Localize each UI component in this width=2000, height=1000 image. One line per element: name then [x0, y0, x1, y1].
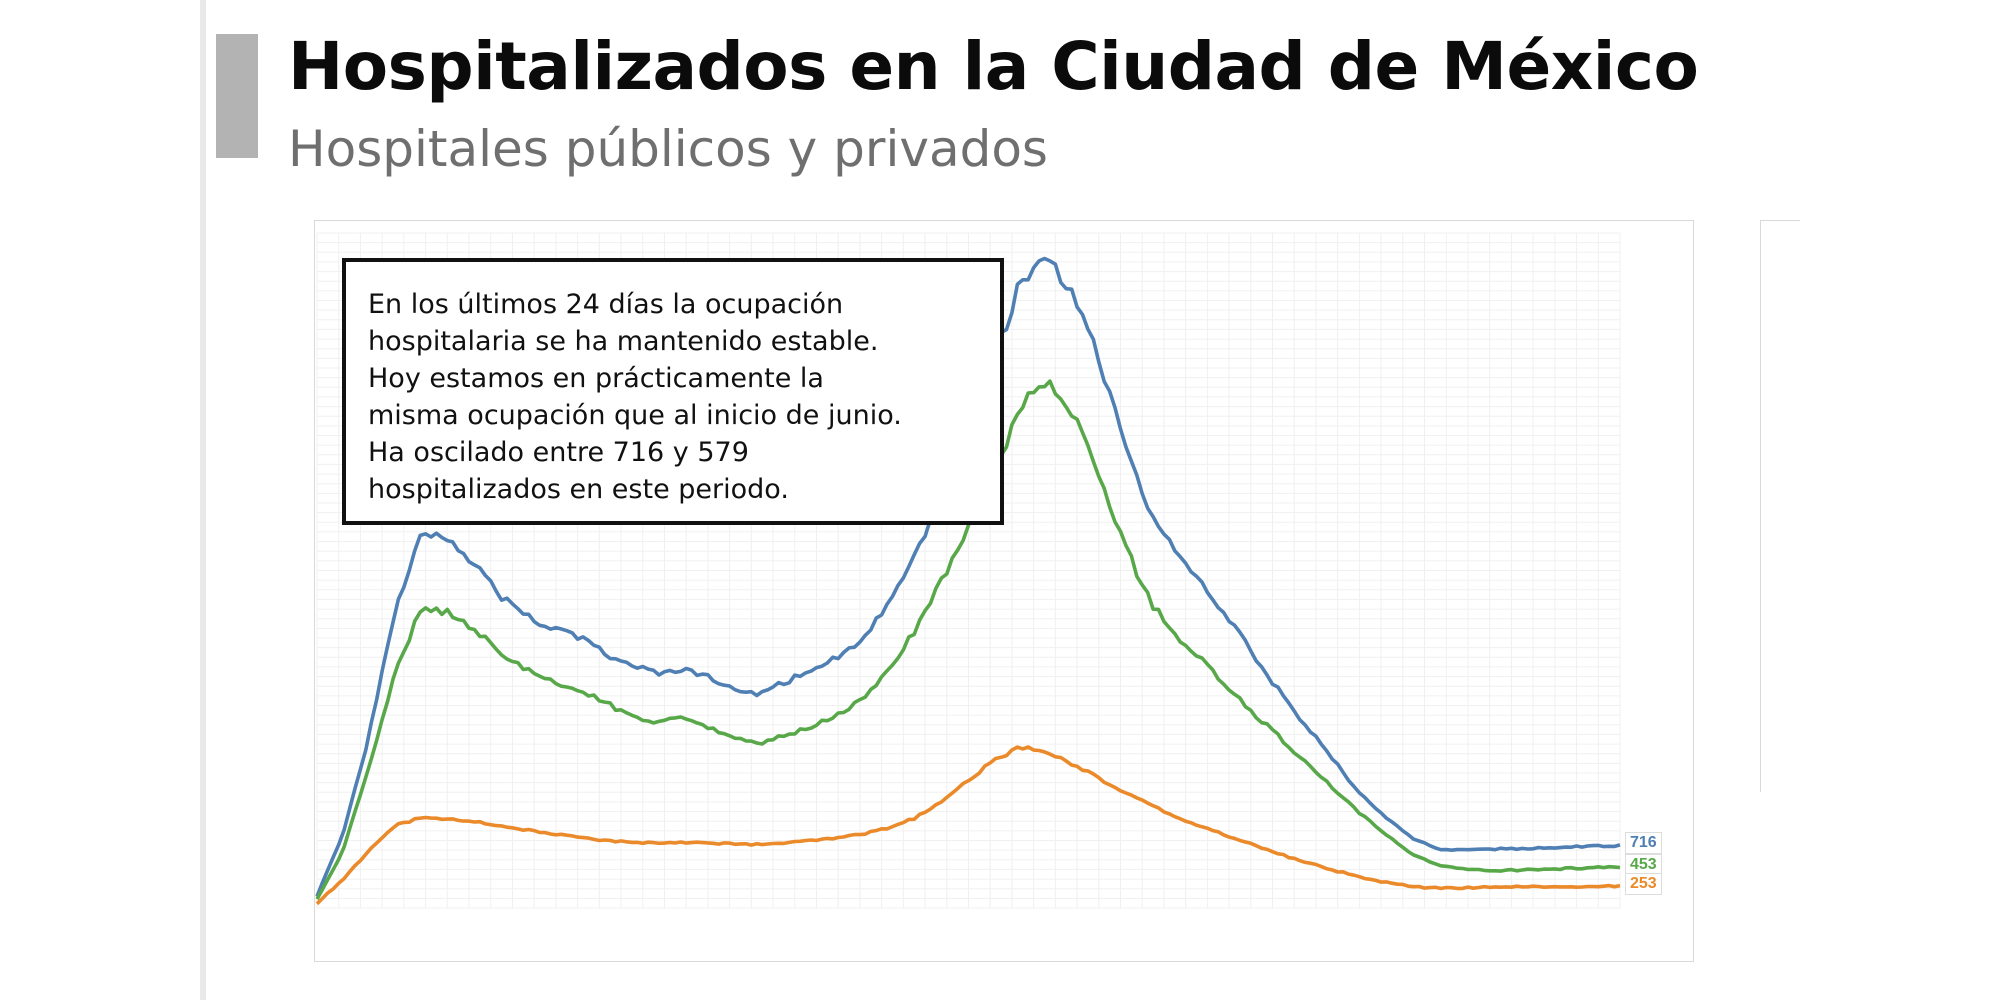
series-end-label: 253 [1625, 873, 1662, 896]
annotation-line: Hoy estamos en prácticamente la [368, 363, 824, 394]
page-subtitle: Hospitales públicos y privados [288, 120, 1048, 178]
annotation-line: hospitalaria se ha mantenido estable. [368, 326, 879, 357]
adjacent-chart-edge [1760, 220, 1800, 792]
title-accent-bar [216, 34, 258, 158]
annotation-line: hospitalizados en este periodo. [368, 474, 789, 505]
series-line [315, 379, 1621, 900]
chart-panel [314, 220, 1694, 962]
slide-left-divider [200, 0, 206, 1000]
series-end-label: 453 [1625, 853, 1662, 876]
series-line [315, 745, 1621, 906]
page-title: Hospitalizados en la Ciudad de México [288, 28, 1699, 105]
annotation-box: En los últimos 24 días la ocupación hosp… [342, 258, 1004, 525]
series-end-label: 716 [1625, 832, 1662, 855]
annotation-line: Ha oscilado entre 716 y 579 [368, 437, 749, 468]
annotation-line: En los últimos 24 días la ocupación [368, 289, 844, 320]
annotation-line: misma ocupación que al inicio de junio. [368, 400, 902, 431]
